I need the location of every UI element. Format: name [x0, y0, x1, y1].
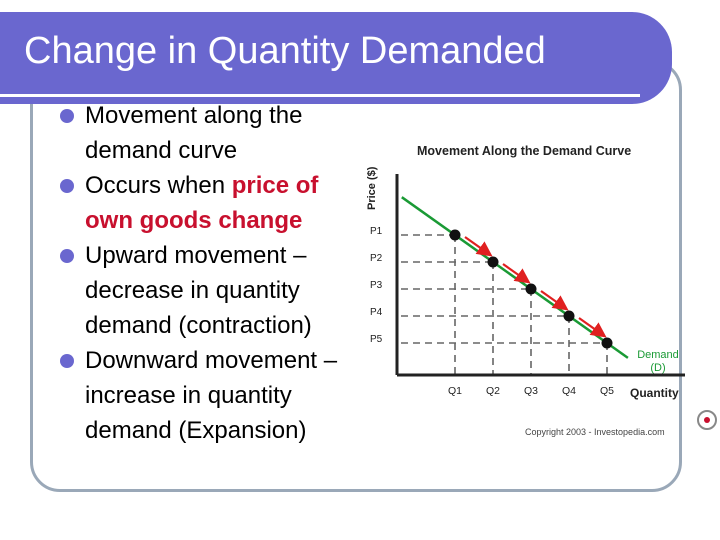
y-tick-label: P5 — [370, 334, 383, 345]
x-tick-label: Q5 — [600, 385, 614, 397]
y-axis-label: Price ($) — [366, 166, 378, 210]
bullet-icon — [60, 354, 74, 368]
movement-arrow — [464, 236, 493, 257]
y-tick-label: P3 — [370, 280, 383, 291]
highlight-text: price of own goods change — [85, 172, 319, 234]
logo-icon — [697, 410, 717, 430]
bullet-text: Downward movement – increase in quantity… — [85, 347, 338, 444]
movement-arrow — [502, 263, 531, 284]
series-label-line1: Demand — [637, 349, 679, 361]
bullet-icon — [60, 249, 74, 263]
copyright-text: Copyright 2003 - Investopedia.com — [525, 427, 665, 437]
movement-arrow — [578, 317, 607, 338]
bullet-icon — [60, 109, 74, 123]
bullet-text: Upward movement – decrease in quantity d… — [85, 242, 312, 339]
title-bar — [0, 12, 672, 104]
bullet-list: Movement along the demand curve Occurs w… — [60, 98, 362, 448]
demand-point — [525, 283, 537, 295]
bullet-item: Downward movement – increase in quantity… — [60, 343, 362, 448]
bullet-item: Movement along the demand curve — [60, 98, 362, 168]
bullet-text: Movement along the demand curve — [85, 102, 303, 164]
demand-chart: Movement Along the Demand Curve Price ($)… — [355, 132, 717, 442]
bullet-item: Occurs when price of own goods change — [60, 168, 362, 238]
demand-point — [601, 337, 613, 349]
logo-dot — [704, 417, 710, 423]
series-label-line2: (D) — [650, 362, 665, 374]
title-underline — [0, 94, 640, 97]
x-tick-label: Q3 — [524, 385, 538, 397]
slide-frame — [30, 60, 682, 492]
movement-arrow — [540, 290, 569, 311]
y-tick-label: P4 — [370, 307, 383, 318]
x-tick-label: Q1 — [448, 385, 462, 397]
bullet-icon — [60, 179, 74, 193]
demand-point — [563, 310, 575, 322]
x-tick-label: Q2 — [486, 385, 500, 397]
x-axis-label: Quantity — [630, 386, 679, 400]
bullet-text: Occurs when — [85, 172, 232, 199]
chart-title: Movement Along the Demand Curve — [417, 144, 631, 158]
chart-svg: Movement Along the Demand Curve Price ($)… — [366, 144, 717, 437]
bullet-item: Upward movement – decrease in quantity d… — [60, 238, 362, 343]
slide-title: Change in Quantity Demanded — [24, 30, 546, 72]
y-tick-label: P1 — [370, 226, 383, 237]
demand-curve — [401, 196, 629, 359]
y-tick-label: P2 — [370, 253, 383, 264]
demand-point — [487, 256, 499, 268]
demand-point — [449, 229, 461, 241]
x-tick-label: Q4 — [562, 385, 576, 397]
